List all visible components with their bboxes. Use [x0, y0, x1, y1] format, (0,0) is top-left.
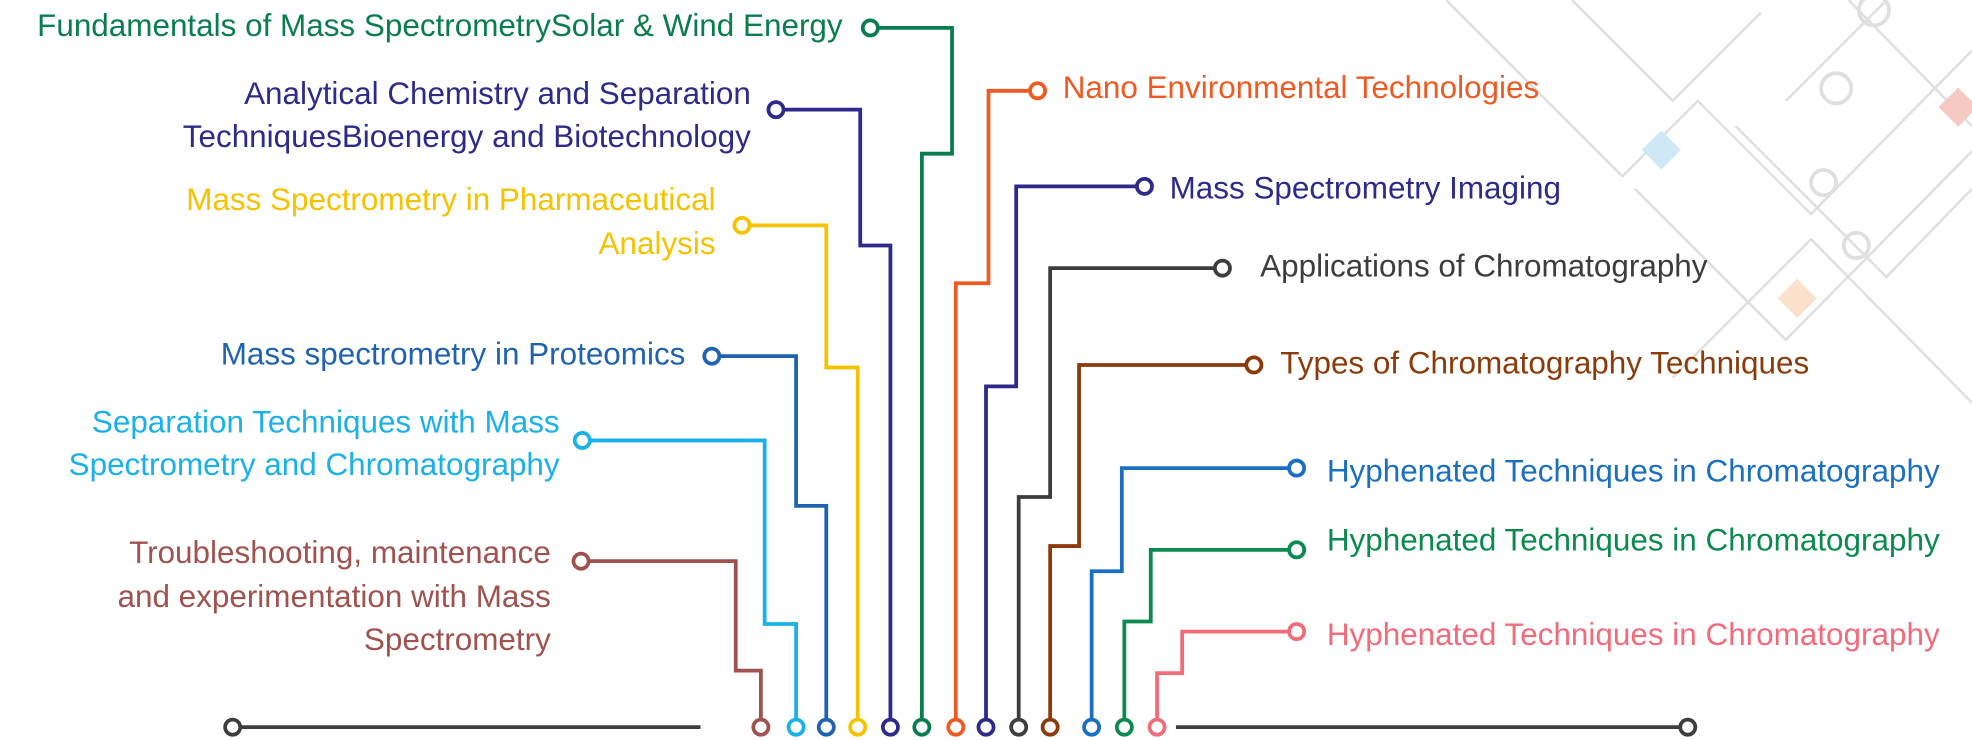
- item-label: Analysis: [599, 226, 716, 261]
- page: Fundamentals of Mass SpectrometrySolar &…: [0, 0, 1972, 740]
- connector-node: [1215, 261, 1230, 276]
- baseline-end: [225, 720, 240, 735]
- connector-node: [789, 720, 804, 735]
- connector-node: [1084, 720, 1099, 735]
- item-label: Nano Environmental Technologies: [1063, 70, 1540, 105]
- item-label: Mass Spectrometry in Pharmaceutical: [186, 182, 715, 217]
- connector-node: [1137, 179, 1152, 194]
- item-label: Spectrometry: [364, 622, 551, 657]
- item-label: Separation Techniques with Mass: [92, 404, 560, 439]
- connector-node: [753, 720, 768, 735]
- connector-node: [575, 433, 590, 448]
- connector-node: [863, 20, 878, 35]
- connector-node: [768, 102, 783, 117]
- item-label: Hyphenated Techniques in Chromatography: [1327, 523, 1940, 558]
- connector-node: [1246, 357, 1261, 372]
- connector: [742, 225, 858, 727]
- connector-node: [978, 720, 993, 735]
- connector: [1050, 365, 1254, 727]
- item-label: Types of Chromatography Techniques: [1280, 345, 1809, 380]
- connector-node: [1289, 624, 1304, 639]
- item-label: Mass spectrometry in Proteomics: [221, 336, 686, 371]
- connector: [1124, 550, 1296, 727]
- connector: [776, 110, 890, 728]
- connector: [1092, 468, 1297, 727]
- connector-node: [883, 720, 898, 735]
- connector-node: [819, 720, 834, 735]
- connector: [1157, 632, 1297, 728]
- connector-node: [1289, 461, 1304, 476]
- connector-node: [948, 720, 963, 735]
- connector-node: [850, 720, 865, 735]
- diagram: Fundamentals of Mass SpectrometrySolar &…: [0, 0, 1972, 740]
- connector-node: [914, 720, 929, 735]
- connector: [581, 561, 761, 727]
- item-label: Mass Spectrometry Imaging: [1170, 170, 1561, 205]
- connector-node: [1011, 720, 1026, 735]
- connector: [870, 28, 952, 727]
- connector-node: [1030, 83, 1045, 98]
- connector-node: [1289, 542, 1304, 557]
- item-label: TechniquesBioenergy and Biotechnology: [183, 119, 751, 154]
- item-label: Fundamentals of Mass SpectrometrySolar &…: [37, 8, 843, 43]
- item-label: Analytical Chemistry and Separation: [244, 76, 751, 111]
- connector: [582, 440, 796, 727]
- connector-node: [1043, 720, 1058, 735]
- connector: [712, 356, 826, 727]
- item-label: and experimentation with Mass: [117, 579, 550, 614]
- item-label: Hyphenated Techniques in Chromatography: [1327, 453, 1940, 488]
- item-label: Hyphenated Techniques in Chromatography: [1327, 617, 1940, 652]
- connector-node: [1117, 720, 1132, 735]
- connector-node: [1149, 720, 1164, 735]
- baseline-end: [1680, 720, 1695, 735]
- item-label: Spectrometry and Chromatography: [69, 447, 560, 482]
- connector-node: [704, 349, 719, 364]
- item-label: Applications of Chromatography: [1260, 248, 1708, 283]
- connector-node: [573, 554, 588, 569]
- decor-diamond: [1778, 279, 1817, 318]
- connector-node: [734, 218, 749, 233]
- decor-diamond: [1642, 130, 1681, 169]
- item-label: Troubleshooting, maintenance: [129, 535, 551, 570]
